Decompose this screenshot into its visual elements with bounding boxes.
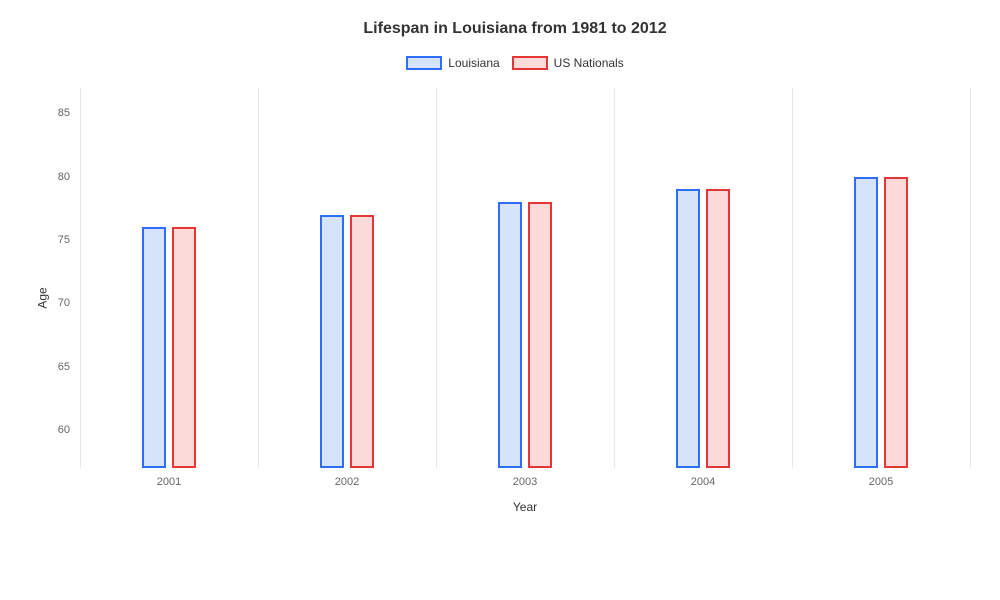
chart-container: Lifespan in Louisiana from 1981 to 2012 … bbox=[0, 0, 1000, 600]
bar bbox=[350, 215, 374, 468]
x-tick: 2001 bbox=[157, 476, 181, 488]
x-tick: 2005 bbox=[869, 476, 893, 488]
x-axis: Year 20012002200320042005 bbox=[80, 468, 970, 508]
y-tick: 60 bbox=[58, 424, 70, 436]
y-tick: 65 bbox=[58, 361, 70, 373]
bar-group bbox=[676, 189, 730, 468]
legend-swatch-louisiana bbox=[406, 56, 442, 70]
bar-group bbox=[320, 215, 374, 468]
bar bbox=[706, 189, 730, 468]
legend-label-louisiana: Louisiana bbox=[448, 56, 499, 70]
grid-line bbox=[970, 88, 971, 468]
x-tick: 2003 bbox=[513, 476, 537, 488]
bar-group bbox=[142, 227, 196, 468]
bar bbox=[320, 215, 344, 468]
x-axis-label: Year bbox=[513, 500, 537, 514]
bar bbox=[142, 227, 166, 468]
legend-item-us-nationals: US Nationals bbox=[512, 56, 624, 70]
legend-label-us-nationals: US Nationals bbox=[554, 56, 624, 70]
y-tick: 80 bbox=[58, 171, 70, 183]
y-axis: 60 65 70 75 80 85 bbox=[38, 88, 78, 468]
y-tick: 75 bbox=[58, 234, 70, 246]
bar bbox=[854, 177, 878, 468]
legend-swatch-us-nationals bbox=[512, 56, 548, 70]
x-tick: 2002 bbox=[335, 476, 359, 488]
x-tick: 2004 bbox=[691, 476, 715, 488]
legend-item-louisiana: Louisiana bbox=[406, 56, 499, 70]
bar bbox=[172, 227, 196, 468]
bar-group bbox=[498, 202, 552, 468]
bar bbox=[498, 202, 522, 468]
bar-group bbox=[854, 177, 908, 468]
y-tick: 85 bbox=[58, 107, 70, 119]
bar bbox=[884, 177, 908, 468]
bar bbox=[528, 202, 552, 468]
y-tick: 70 bbox=[58, 297, 70, 309]
legend: Louisiana US Nationals bbox=[60, 56, 970, 70]
bars-area bbox=[80, 88, 970, 468]
plot-area: Age 606570758085 Year 200120022003200420… bbox=[80, 88, 970, 508]
chart-title: Lifespan in Louisiana from 1981 to 2012 bbox=[60, 20, 970, 38]
bar bbox=[676, 189, 700, 468]
